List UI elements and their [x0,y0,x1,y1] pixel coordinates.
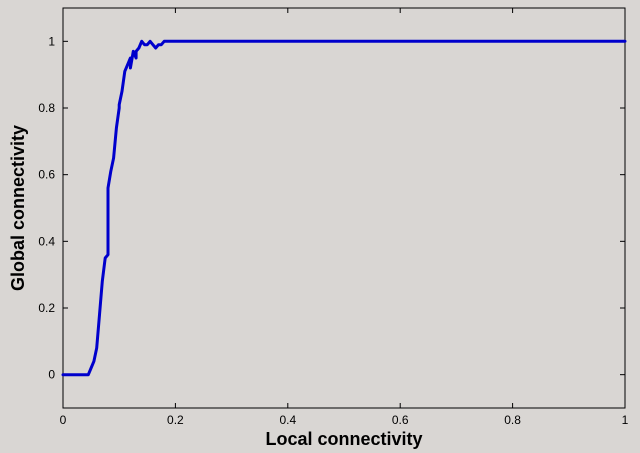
y-tick-label: 0 [48,368,55,382]
y-tick-label: 0.8 [38,101,55,115]
series-line [61,39,627,377]
x-tick-label: 0.8 [504,413,521,427]
y-tick-label: 0.4 [38,234,55,248]
x-axis-label: Local connectivity [265,429,422,449]
x-tick-label: 1 [622,413,629,427]
plot-area [62,7,626,409]
y-axis-label: Global connectivity [8,125,28,291]
plot-frame [62,7,626,409]
series-layer [61,39,627,377]
x-tick-label: 0.4 [279,413,296,427]
x-tick-label: 0.6 [392,413,409,427]
y-tick-label: 0.2 [38,301,55,315]
y-tick-label: 1 [48,34,55,48]
y-tick-label: 0.6 [38,168,55,182]
x-tick-label: 0 [60,413,67,427]
x-tick-label: 0.2 [167,413,184,427]
